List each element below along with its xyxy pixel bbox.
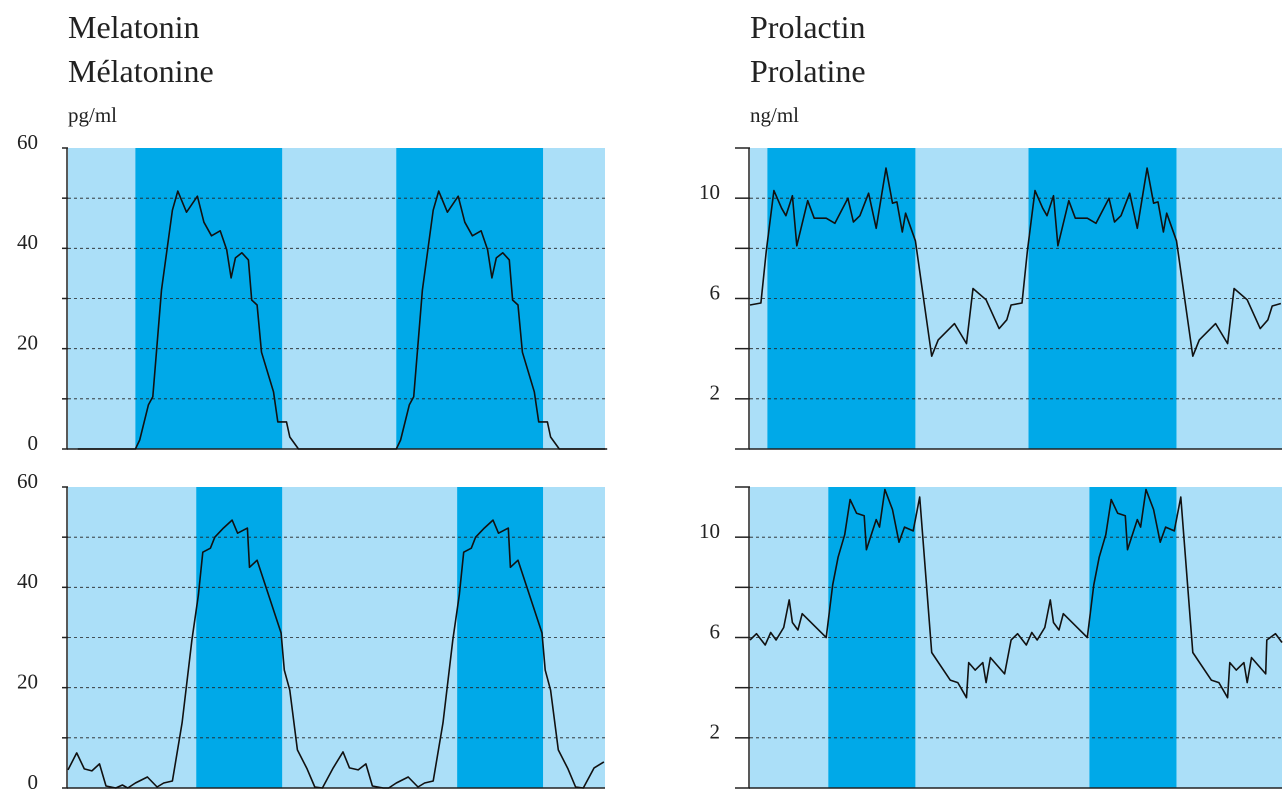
data-line: [67, 519, 605, 789]
y-tick-label: 10: [699, 519, 720, 543]
data-line: [749, 167, 1282, 357]
data-line: [77, 190, 608, 450]
y-axis-label: ng/ml: [750, 103, 799, 127]
data-line: [749, 488, 1283, 699]
y-tick-label: 6: [710, 280, 721, 304]
y-tick-label: 10: [699, 180, 720, 204]
y-tick-label: 0: [28, 431, 39, 455]
chart-subtitle: Mélatonine: [68, 53, 214, 89]
chart-subtitle: Prolatine: [750, 53, 866, 89]
y-tick-label: 20: [17, 330, 38, 354]
y-tick-label: 60: [17, 469, 38, 493]
y-tick-label: 0: [28, 770, 39, 794]
y-tick-label: 40: [17, 230, 38, 254]
chart-title: Melatonin: [68, 9, 200, 45]
y-tick-label: 20: [17, 669, 38, 693]
y-tick-label: 2: [710, 720, 721, 744]
chart-title: Prolactin: [750, 9, 866, 45]
y-axis-label: pg/ml: [68, 103, 117, 127]
y-tick-label: 2: [710, 381, 721, 405]
y-tick-label: 60: [17, 130, 38, 154]
y-tick-label: 6: [710, 619, 721, 643]
y-tick-label: 40: [17, 569, 38, 593]
